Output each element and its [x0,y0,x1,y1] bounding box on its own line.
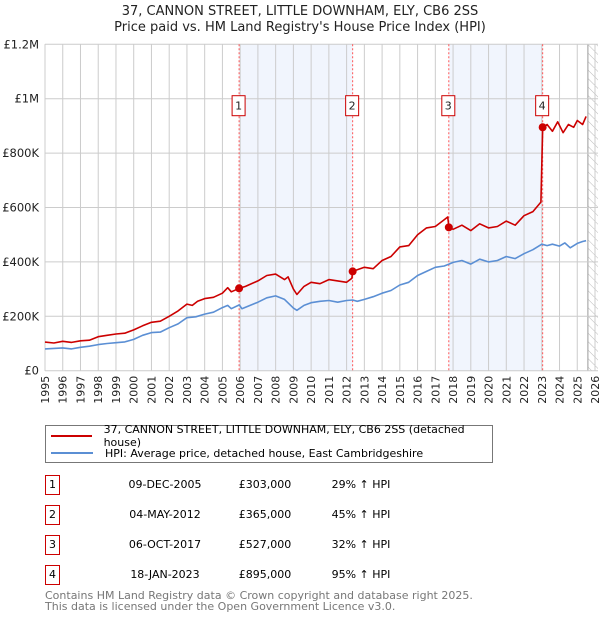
sale-marker-box [441,95,456,117]
legend-label: 37, CANNON STREET, LITTLE DOWNHAM, ELY, … [103,423,465,449]
x-tick-label: 1999 [110,376,123,404]
sale-number-badge: 3 [45,535,60,555]
x-tick-label: 2014 [376,376,389,404]
sale-marker-label: 4 [539,100,546,113]
y-tick-label: £400K [2,255,39,269]
y-tick-label: £0 [24,364,39,378]
chart-subtitle: Price paid vs. HM Land Registry's House … [114,20,486,35]
sale-price: £895,000 [238,568,292,581]
y-tick-label: £1M [14,92,39,106]
x-tick-label: 2003 [181,376,194,404]
x-tick-label: 2012 [341,376,354,404]
sale-number-badge: 2 [45,505,60,525]
sale-price: £303,000 [238,478,292,491]
x-tick-label: 2008 [270,376,283,404]
sale-date: 18-JAN-2023 [130,568,200,581]
property-price-line [44,116,587,344]
sale-row: 1 09-DEC-2005 £303,000 29% ↑ HPI [45,475,545,495]
legend-item-property: 37, CANNON STREET, LITTLE DOWNHAM, ELY, … [46,423,492,449]
sale-point [348,267,357,276]
x-tick-label: 2002 [163,376,176,404]
x-tick-label: 1996 [57,376,70,404]
legend-label: HPI: Average price, detached house, East… [105,446,424,460]
x-tick-label: 2009 [287,376,300,404]
x-tick-label: 2025 [571,376,584,404]
sale-marker-box [231,95,246,117]
x-tick-label: 2016 [412,376,425,404]
legend: 37, CANNON STREET, LITTLE DOWNHAM, ELY, … [45,423,493,463]
x-tick-label: 2001 [145,376,158,404]
sale-price: £365,000 [238,508,292,521]
sale-date: 04-MAY-2012 [129,508,201,521]
sale-row: 2 04-MAY-2012 £365,000 45% ↑ HPI [45,505,545,525]
y-tick-label: £600K [2,201,39,215]
x-tick-label: 2022 [518,376,531,404]
sale-date: 06-OCT-2017 [128,538,202,551]
y-tick-label: £800K [2,146,39,160]
x-tick-label: 2015 [394,376,407,404]
x-tick-label: 2006 [234,376,247,404]
x-tick-label: 2004 [199,376,212,404]
sale-hpi-change: 45% ↑ HPI [331,508,391,521]
sale-marker-label: 2 [349,100,356,113]
sale-marker-box [345,95,360,117]
sale-marker-box [535,95,550,117]
x-tick-label: 2011 [323,376,336,404]
y-tick-label: £1.2M [3,37,39,51]
price-chart: 1995 1996 1997 1998 1999 2000 2001 2002 2003 2004… [2,37,600,404]
x-tick-label: 2013 [358,376,371,404]
sale-point [235,284,244,293]
x-tick-label: 2018 [447,376,460,404]
x-tick-label: 2010 [305,376,318,404]
x-tick-label: 2019 [465,376,478,404]
y-tick-label: £200K [2,309,39,323]
x-tick-label: 1995 [39,376,52,404]
legend-swatch-red [51,435,92,437]
x-tick-label: 2023 [536,376,549,404]
legend-swatch-blue [51,452,93,454]
x-tick-label: 2021 [500,376,513,404]
legend-item-hpi: HPI: Average price, detached house, East… [46,445,423,461]
sale-hpi-change: 32% ↑ HPI [331,538,391,551]
sale-number-badge: 4 [45,565,60,585]
sale-hpi-change: 95% ↑ HPI [331,568,391,581]
x-tick-label: 2000 [128,376,141,404]
sale-row: 4 18-JAN-2023 £895,000 95% ↑ HPI [45,565,545,585]
sale-hpi-change: 29% ↑ HPI [331,478,391,491]
sale-row: 3 06-OCT-2017 £527,000 32% ↑ HPI [45,535,545,555]
chart-title: 37, CANNON STREET, LITTLE DOWNHAM, ELY, … [121,4,479,19]
sale-number-badge: 1 [45,475,60,495]
footer-copyright: Contains HM Land Registry data © Crown c… [45,589,473,602]
hpi-line [44,239,587,350]
sale-point [444,223,453,232]
x-tick-label: 2024 [554,376,567,404]
x-tick-label: 2005 [216,376,229,404]
x-tick-label: 1998 [92,376,105,404]
x-tick-label: 1997 [74,376,87,404]
sale-point [538,123,547,132]
x-tick-label: 2007 [252,376,265,404]
sale-date: 09-DEC-2005 [128,478,202,491]
x-tick-label: 2017 [429,376,442,404]
x-tick-label: 2026 [589,376,600,404]
sale-marker-label: 1 [235,100,242,113]
x-tick-label: 2020 [483,376,496,404]
sale-marker-label: 3 [445,100,452,113]
footer-licence: This data is licensed under the Open Gov… [45,600,396,613]
sale-price: £527,000 [238,538,292,551]
